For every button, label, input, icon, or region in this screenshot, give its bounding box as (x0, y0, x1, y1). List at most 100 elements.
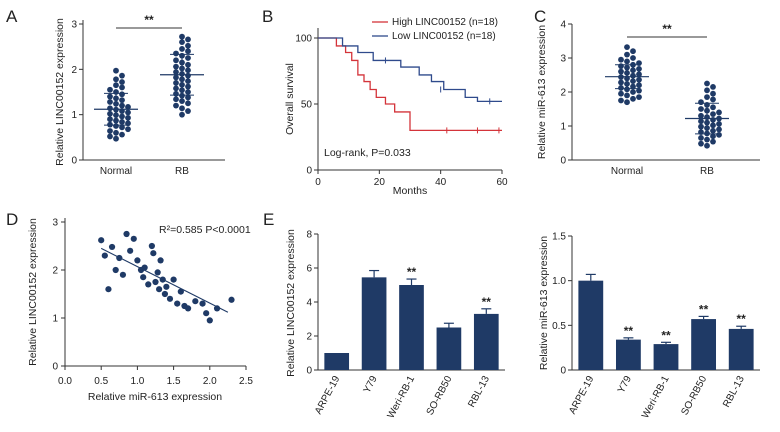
bar (728, 328, 754, 370)
bar (436, 327, 462, 370)
data-point (116, 254, 123, 262)
y-tick-label: 4 (306, 298, 312, 309)
data-point (630, 72, 636, 79)
data-point (636, 71, 642, 78)
significance-label: ** (407, 265, 417, 279)
y-tick-label: 1.5 (552, 232, 566, 243)
data-point (228, 296, 235, 303)
panel-d-ticks: 0.0 0.5 1.0 1.5 2.0 2.5 0 1 2 3 (52, 218, 253, 388)
data-point (698, 140, 704, 147)
data-point (618, 85, 624, 91)
data-point (710, 90, 716, 97)
data-point (107, 93, 113, 100)
data-point (630, 67, 636, 74)
bar (361, 277, 387, 370)
panel-a-y-label: Relative LINC00152 expression (54, 18, 66, 166)
data-point (107, 86, 113, 93)
x-tick-label: 40 (435, 177, 447, 188)
y-tick-label: 1 (52, 314, 58, 325)
data-point (107, 116, 113, 123)
data-point (185, 78, 191, 85)
data-point (107, 99, 113, 105)
y-tick-label: 100 (295, 34, 312, 45)
data-point (624, 51, 630, 58)
survival-curve-low (318, 37, 502, 103)
data-point (174, 300, 181, 307)
panel-e-right: Relative miR-613 expression 0 0.5 1.0 1.5 AR… (538, 232, 760, 421)
data-point (105, 286, 112, 293)
x-tick-label: 0.0 (58, 376, 72, 387)
x-tick-label: ARPE-19 (567, 374, 596, 416)
data-point (107, 128, 113, 134)
data-point (618, 56, 624, 63)
x-tick-label: 0.5 (94, 376, 108, 387)
data-point (119, 84, 125, 91)
x-tick-label: Weri-RB-1 (640, 374, 672, 421)
panel-a-axes (82, 20, 225, 161)
x-tick-label: 1.0 (130, 376, 144, 387)
data-point (710, 133, 716, 140)
panel-label-b: B (262, 7, 273, 26)
data-point (618, 90, 624, 97)
data-point (704, 87, 710, 94)
data-point (173, 74, 179, 81)
data-point (179, 33, 185, 40)
y-tick-label: 3 (52, 218, 58, 229)
y-tick-label: 8 (306, 230, 312, 241)
panel-c-axes (571, 24, 760, 161)
panel-c: C Relative miR-613 expression 0 1 2 3 4 Norm… (534, 7, 760, 177)
data-point (185, 100, 191, 107)
data-point (698, 112, 704, 119)
data-point (98, 237, 105, 244)
data-point (704, 80, 710, 87)
data-point (123, 230, 130, 238)
panel-c-significance-label: ** (662, 22, 672, 36)
data-point (704, 142, 710, 149)
data-point (624, 86, 630, 93)
legend-high-label: High LINC00152 (n=18) (392, 17, 498, 28)
legend-low-label: Low LINC00152 (n=18) (392, 31, 496, 42)
data-point (173, 80, 179, 86)
panel-a-x-tick-rb: RB (175, 166, 189, 177)
y-tick-label: 1 (71, 110, 77, 121)
data-point (185, 94, 191, 101)
y-tick-label: 0 (560, 366, 566, 377)
data-point (704, 136, 710, 143)
data-point (125, 104, 131, 110)
data-point (134, 257, 141, 264)
data-point (710, 96, 716, 103)
data-point (185, 55, 191, 61)
panel-label-d: D (6, 210, 18, 229)
data-point (630, 95, 636, 102)
data-point (173, 102, 179, 109)
x-tick-label: 60 (496, 177, 508, 188)
data-point (716, 126, 722, 133)
data-point (185, 89, 191, 95)
data-point (185, 42, 191, 49)
significance-label: ** (699, 302, 709, 316)
data-point (166, 295, 174, 302)
x-tick-label: ARPE-19 (313, 374, 342, 416)
data-point (624, 92, 630, 99)
data-point (173, 63, 179, 70)
data-point (156, 286, 163, 293)
x-tick-label: 20 (374, 177, 386, 188)
panel-d-axes (64, 218, 246, 367)
y-tick-label: 50 (301, 100, 313, 111)
data-point (618, 79, 624, 86)
data-point (113, 76, 119, 83)
data-point (173, 57, 179, 64)
panel-b-survival-curves (318, 37, 502, 134)
y-tick-label: 3 (560, 54, 566, 65)
panel-label-a: A (6, 7, 18, 26)
x-tick-label: Y79 (616, 374, 634, 395)
panel-b-logrank-annotation: Log-rank, P=0.033 (324, 147, 411, 159)
panel-b-y-label: Overall survival (284, 63, 296, 135)
data-point (113, 67, 119, 74)
x-tick-label: 1.5 (167, 376, 181, 387)
data-point (185, 48, 191, 55)
significance-label: ** (737, 312, 747, 326)
bar (578, 280, 604, 370)
data-point (630, 55, 636, 61)
x-tick-label: Y79 (362, 374, 380, 395)
